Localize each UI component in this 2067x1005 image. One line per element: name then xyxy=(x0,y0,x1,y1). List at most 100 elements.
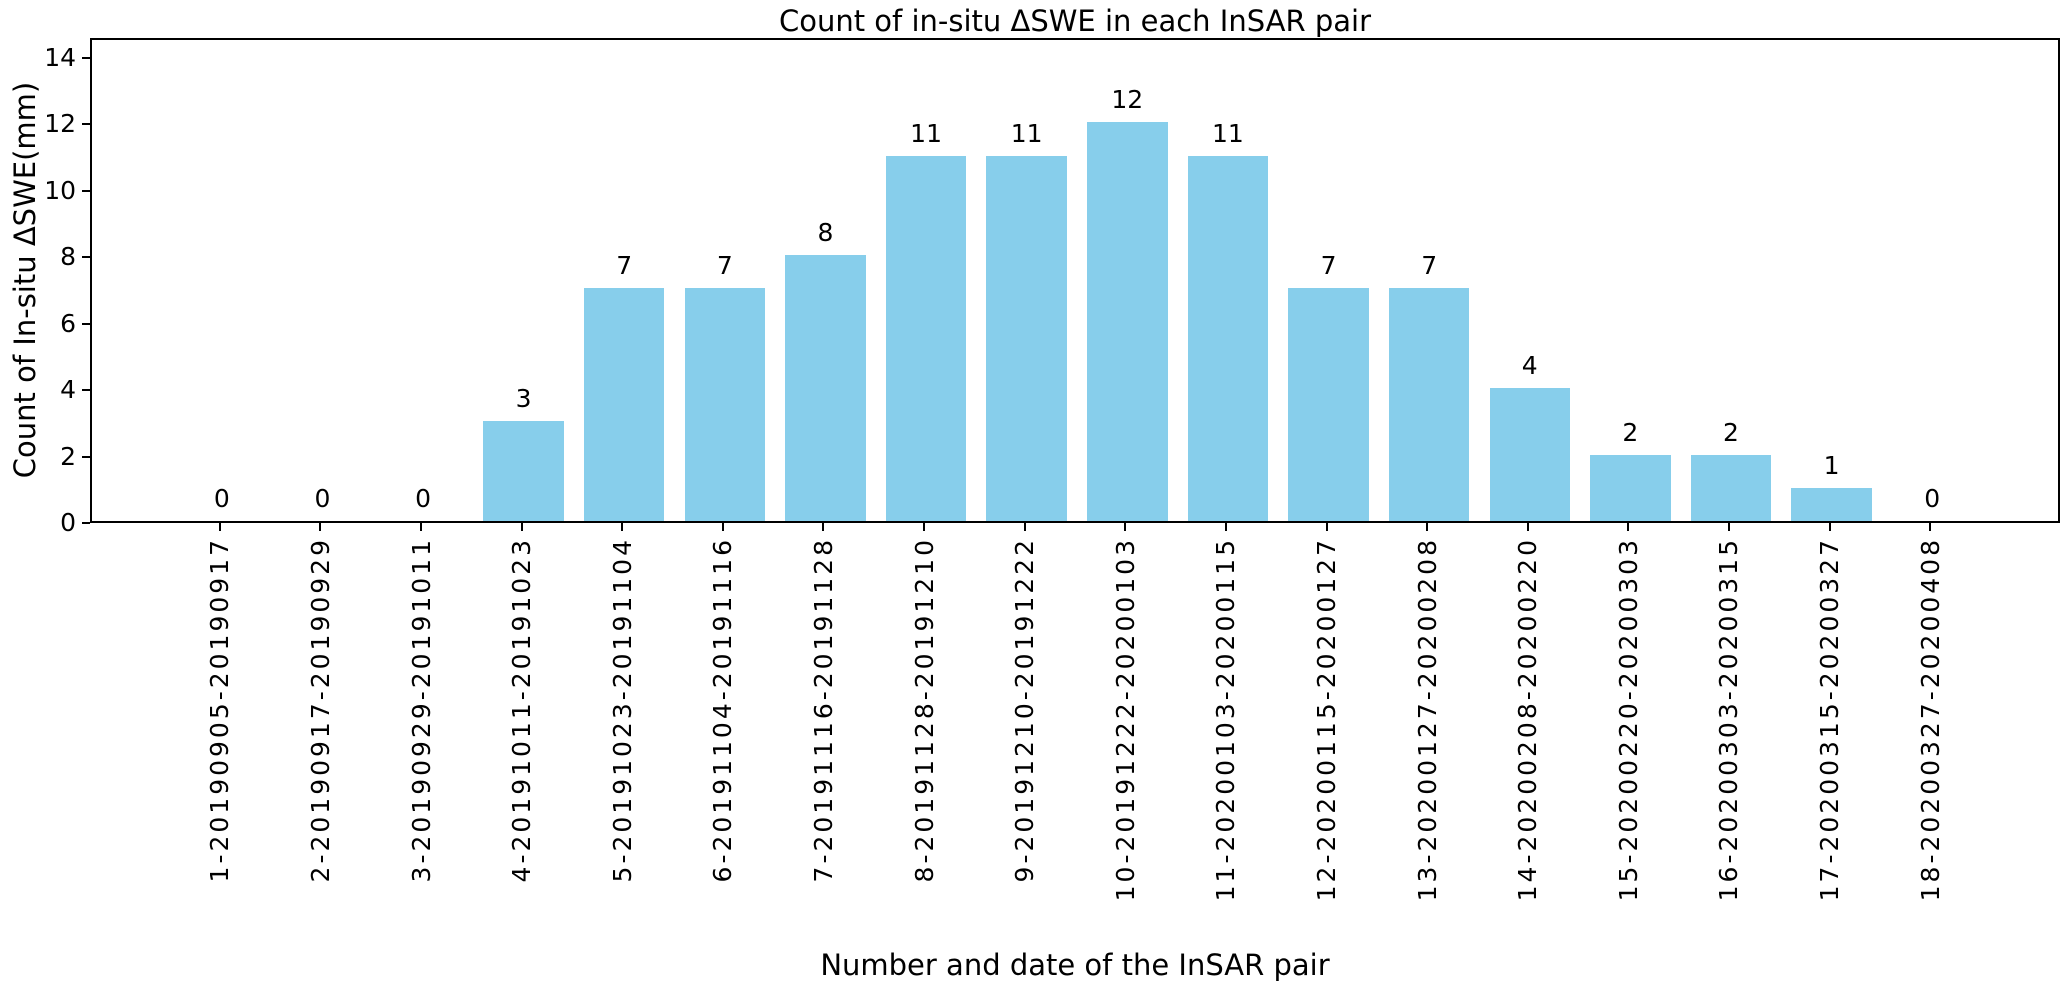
bar xyxy=(986,155,1067,521)
x-tick-label: 10-20191222-20200103 xyxy=(1103,537,1147,901)
x-tick-mark xyxy=(520,523,523,531)
x-tick-mark xyxy=(1929,523,1932,531)
x-tick-label: 5-20191023-20191104 xyxy=(600,537,644,882)
x-tick-label-text: 18-20200327-20200408 xyxy=(1915,537,1945,902)
x-tick-label-text: 11-20200103-20200115 xyxy=(1211,537,1241,902)
bar-value-label: 7 xyxy=(716,251,733,281)
x-tick-label: 8-20191128-20191210 xyxy=(902,537,946,882)
y-tick-mark xyxy=(82,389,90,392)
y-tick-mark xyxy=(82,56,90,59)
y-tick-label: 14 xyxy=(44,42,76,72)
bar-value-label: 0 xyxy=(1924,484,1941,513)
x-tick-mark xyxy=(1828,523,1831,531)
y-axis-label: Count of In-situ ΔSWE(mm) xyxy=(8,81,42,479)
x-tick-label-text: 1-20190905-20190917 xyxy=(205,537,235,883)
plot-area: 0 0 0 3 7 7 8 11 11 12 11 7 7 4 2 2 1 0 xyxy=(90,38,2060,523)
chart-title: Count of in-situ ΔSWE in each InSAR pair xyxy=(778,4,1372,38)
bar xyxy=(583,288,665,521)
bar-value-label: 1 xyxy=(1823,450,1840,480)
x-tick-label-text: 14-20200208-20200220 xyxy=(1513,537,1543,902)
x-tick-label-text: 10-20191222-20200103 xyxy=(1110,537,1140,902)
bar-value-label: 8 xyxy=(817,218,834,248)
y-tick-mark xyxy=(82,189,90,192)
y-tick-mark xyxy=(82,455,90,458)
x-tick-label-text: 8-20191128-20191210 xyxy=(909,537,939,883)
x-tick-label-text: 15-20200220-20200303 xyxy=(1613,537,1643,902)
bar-value-label: 11 xyxy=(910,118,942,148)
x-tick-label: 4-20191011-20191023 xyxy=(500,537,544,882)
x-tick-label-text: 17-20200315-20200327 xyxy=(1815,537,1845,902)
bar xyxy=(1791,487,1872,521)
x-tick-label: 3-20190929-20191011 xyxy=(399,537,443,882)
x-tick-mark xyxy=(1627,523,1630,531)
x-tick-label-text: 6-20191104-20191116 xyxy=(708,537,738,883)
y-tick-label: 0 xyxy=(60,508,76,537)
x-tick-label: 14-20200208-20200220 xyxy=(1506,537,1550,901)
bar-value-label: 2 xyxy=(1622,417,1639,447)
x-tick-label: 1-20190905-20190917 xyxy=(198,537,242,882)
x-tick-mark xyxy=(420,523,423,531)
x-tick-mark xyxy=(218,523,221,531)
bar xyxy=(1690,454,1772,521)
bar-value-label: 7 xyxy=(1320,251,1337,281)
x-tick-mark xyxy=(319,523,322,531)
x-tick-mark xyxy=(1727,523,1730,531)
y-tick-mark xyxy=(82,522,90,524)
bar-value-label: 2 xyxy=(1723,417,1739,447)
y-tick-mark xyxy=(82,256,90,259)
x-tick-label: 17-20200315-20200327 xyxy=(1808,537,1852,901)
bar-value-label: 12 xyxy=(1111,85,1144,115)
x-axis-label: Number and date of the InSAR pair xyxy=(820,948,1330,982)
x-tick-label: 9-20191210-20191222 xyxy=(1003,537,1047,882)
bar-value-label: 0 xyxy=(314,484,331,513)
x-tick-mark xyxy=(1526,523,1529,531)
bar xyxy=(483,421,564,521)
x-tick-label: 15-20200220-20200303 xyxy=(1606,537,1650,901)
bar-value-label: 0 xyxy=(415,484,431,513)
bar xyxy=(1388,288,1470,521)
x-tick-label-text: 2-20190917-20190929 xyxy=(305,537,335,883)
bar-value-label: 11 xyxy=(1212,118,1244,148)
bar-value-label: 4 xyxy=(1521,351,1538,381)
bar xyxy=(885,155,967,521)
x-tick-label: 16-20200303-20200315 xyxy=(1707,537,1751,901)
x-tick-label-text: 12-20200115-20200127 xyxy=(1312,537,1342,902)
x-tick-label-text: 5-20191023-20191104 xyxy=(607,537,637,883)
x-tick-mark xyxy=(1124,523,1127,531)
bar xyxy=(684,288,766,521)
bar-value-label: 0 xyxy=(213,484,230,513)
x-tick-mark xyxy=(1426,523,1429,531)
x-tick-label: 7-20191116-20191128 xyxy=(801,537,845,882)
x-tick-label: 11-20200103-20200115 xyxy=(1204,537,1248,901)
bar xyxy=(1087,122,1168,521)
x-tick-label: 2-20190917-20190929 xyxy=(298,537,342,882)
bar-value-label: 11 xyxy=(1010,118,1043,148)
x-tick-label: 13-20200127-20200208 xyxy=(1405,537,1449,901)
x-tick-mark xyxy=(621,523,624,531)
x-tick-mark xyxy=(822,523,825,531)
x-tick-mark xyxy=(721,523,724,531)
y-tick-mark xyxy=(82,322,90,325)
bar xyxy=(1187,155,1269,521)
x-tick-mark xyxy=(1325,523,1328,531)
bar-value-label: 7 xyxy=(1421,251,1438,281)
y-tick-mark xyxy=(82,123,90,126)
x-tick-label: 12-20200115-20200127 xyxy=(1305,537,1349,901)
x-tick-label-text: 4-20191011-20191023 xyxy=(507,537,537,883)
x-tick-label-text: 13-20200127-20200208 xyxy=(1412,537,1442,902)
x-tick-label: 18-20200327-20200408 xyxy=(1908,537,1952,901)
bar-value-label: 3 xyxy=(515,384,532,414)
bar xyxy=(785,255,866,521)
x-tick-mark xyxy=(1224,523,1227,531)
x-tick-label-text: 3-20190929-20191011 xyxy=(406,537,436,883)
x-tick-mark xyxy=(1023,523,1026,531)
x-tick-label-text: 7-20191116-20191128 xyxy=(808,537,838,883)
bar-value-label: 7 xyxy=(616,251,633,281)
x-tick-label: 6-20191104-20191116 xyxy=(701,537,745,882)
x-tick-label-text: 16-20200303-20200315 xyxy=(1714,537,1744,902)
x-tick-mark xyxy=(923,523,926,531)
bar xyxy=(1489,388,1570,521)
x-tick-label-text: 9-20191210-20191222 xyxy=(1010,537,1040,883)
bar xyxy=(1288,288,1369,521)
